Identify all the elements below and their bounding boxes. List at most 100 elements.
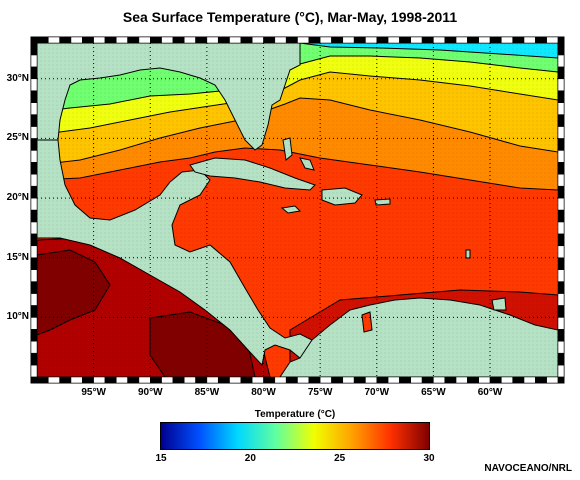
frame-segment <box>455 36 468 44</box>
frame-segment <box>297 36 310 44</box>
map-frame <box>30 36 565 384</box>
frame-segment <box>206 36 219 44</box>
lon-tick-label: 75°W <box>307 387 333 398</box>
frame-segment <box>557 317 565 330</box>
frame-segment <box>263 36 276 44</box>
lat-tick-label: 30°N <box>6 72 29 84</box>
frame-segment <box>30 269 38 282</box>
frame-segment <box>557 364 565 378</box>
frame-segment <box>557 162 565 175</box>
frame-segment <box>557 114 565 127</box>
frame-segment <box>557 36 565 44</box>
frame-segment <box>116 376 128 384</box>
frame-segment <box>557 293 565 306</box>
frame-segment <box>319 376 332 384</box>
colorbar <box>160 422 430 450</box>
frame-segment <box>30 36 38 44</box>
frame-segment <box>116 36 128 44</box>
frame-segment <box>274 376 287 384</box>
frame-segment <box>557 329 565 342</box>
frame-segment <box>557 233 565 247</box>
frame-segment <box>127 376 140 384</box>
frame-segment <box>546 36 559 44</box>
lat-tick-label: 15°N <box>6 251 29 263</box>
frame-segment <box>523 376 536 384</box>
frame-segment <box>342 376 355 384</box>
frame-segment <box>30 42 38 56</box>
frame-segment <box>365 376 378 384</box>
frame-segment <box>501 36 513 44</box>
frame-segment <box>217 36 230 44</box>
frame-segment <box>410 36 423 44</box>
colorbar-tick-label: 15 <box>155 453 167 464</box>
frame-segment <box>30 257 38 270</box>
frame-segment <box>557 245 565 258</box>
frame-segment <box>70 376 83 384</box>
frame-segment <box>501 376 513 384</box>
frame-segment <box>319 36 332 44</box>
map-title: Sea Surface Temperature (°C), Mar-May, 1… <box>122 9 458 25</box>
frame-segment <box>229 36 242 44</box>
frame-segment <box>455 376 468 384</box>
frame-segment <box>557 42 565 56</box>
frame-segment <box>30 364 38 378</box>
frame-segment <box>30 114 38 127</box>
frame-segment <box>30 138 38 151</box>
frame-segment <box>331 36 344 44</box>
frame-segment <box>30 340 38 354</box>
frame-segment <box>30 197 38 211</box>
frame-segment <box>557 138 565 151</box>
frame-segment <box>535 36 547 44</box>
frame-segment <box>557 66 565 80</box>
frame-segment <box>308 376 321 384</box>
frame-segment <box>557 78 565 91</box>
frame-segment <box>104 376 117 384</box>
frame-segment <box>206 376 219 384</box>
lon-tick-label: 85°W <box>194 387 220 398</box>
frame-segment <box>433 36 445 44</box>
credit-text: NAVOCEANO/NRL <box>484 463 572 474</box>
frame-segment <box>353 376 366 384</box>
frame-segment <box>150 36 162 44</box>
lon-tick-label: 60°W <box>477 387 503 398</box>
frame-segment <box>387 376 400 384</box>
graticule <box>37 43 558 377</box>
frame-segment <box>30 293 38 306</box>
frame-segment <box>557 102 565 115</box>
lat-tick-label: 20°N <box>6 192 29 204</box>
frame-segment <box>161 376 174 384</box>
frame-segment <box>30 126 38 139</box>
frame-segment <box>30 317 38 330</box>
frame-segment <box>127 36 140 44</box>
frame-segment <box>557 90 565 103</box>
frame-segment <box>557 209 565 223</box>
frame-segment <box>399 36 412 44</box>
frame-segment <box>285 376 298 384</box>
frame-segment <box>59 36 72 44</box>
frame-segment <box>399 376 412 384</box>
frame-segment <box>557 376 565 384</box>
frame-segment <box>82 36 94 44</box>
frame-segment <box>183 376 196 384</box>
frame-segment <box>342 36 355 44</box>
colorbar-tick-label: 30 <box>423 453 435 464</box>
frame-segment <box>557 126 565 139</box>
frame-segment <box>557 197 565 211</box>
frame-segment <box>557 257 565 270</box>
frame-segment <box>30 90 38 103</box>
frame-segment <box>353 36 366 44</box>
frame-segment <box>274 36 287 44</box>
lon-tick-label: 80°W <box>251 387 276 398</box>
frame-segment <box>376 36 389 44</box>
frame-segment <box>138 376 151 384</box>
frame-segment <box>183 36 196 44</box>
frame-segment <box>557 305 565 318</box>
lon-tick-label: 65°W <box>421 387 446 398</box>
frame-segment <box>138 36 151 44</box>
lat-tick-label: 25°N <box>6 132 29 144</box>
frame-segment <box>30 185 38 199</box>
frame-segment <box>489 376 502 384</box>
frame-segment <box>535 376 547 384</box>
lon-tick-label: 70°W <box>364 387 390 398</box>
frame-segment <box>297 376 310 384</box>
